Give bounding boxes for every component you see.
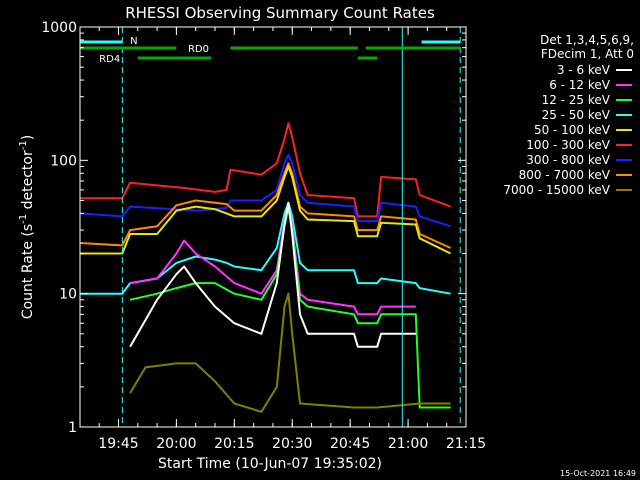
x-tick-label-0: 19:45 <box>98 436 138 452</box>
legend-header-line1: Det 1,3,4,5,6,9, <box>540 33 634 47</box>
rd0-flag-label: RD0 <box>188 44 209 55</box>
x-tick-label-2: 20:15 <box>214 436 254 452</box>
series-line-1 <box>79 153 451 228</box>
legend-label-4: 50 - 100 keV <box>534 123 611 137</box>
x-tick-label-5: 21:00 <box>388 436 428 452</box>
footer-date: 15-Oct-2021 16:49 <box>560 469 636 478</box>
legend-label-8: 7000 - 15000 keV <box>503 183 610 197</box>
plot-frame <box>79 26 467 428</box>
night-flag-label: N <box>130 36 137 47</box>
chart-title: RHESSI Observing Summary Count Rates <box>125 4 435 22</box>
legend-label-1: 6 - 12 keV <box>549 78 611 92</box>
legend-label-0: 3 - 6 keV <box>557 63 611 77</box>
series-line-4 <box>79 201 451 295</box>
series-line-3 <box>79 165 452 255</box>
x-tick-label-4: 20:45 <box>330 436 370 452</box>
series-line-8 <box>129 292 451 413</box>
x-tick-label-6: 21:15 <box>446 436 486 452</box>
y-axis-label: Count Rate (s-1 detector-1) <box>18 135 36 319</box>
legend-label-3: 25 - 50 keV <box>542 108 611 122</box>
rd4-flag-label: RD4 <box>99 54 120 65</box>
x-tick-label-1: 20:00 <box>156 436 196 452</box>
legend-label-2: 12 - 25 keV <box>542 93 611 107</box>
y-tick-label-2: 100 <box>50 153 77 169</box>
series-line-2 <box>79 162 452 249</box>
x-axis-label: Start Time (10-Jun-07 19:35:02) <box>158 456 382 472</box>
legend-label-5: 100 - 300 keV <box>526 138 610 152</box>
legend-label-6: 300 - 800 keV <box>526 153 610 167</box>
y-tick-label-1: 10 <box>59 287 77 303</box>
axes-layer: 19:45 20:00 20:15 20:30 20:45 21:00 21:15 1 10 10… <box>41 20 486 452</box>
y-tick-label-3: 1000 <box>41 20 77 36</box>
series-line-0 <box>79 122 451 218</box>
legend-header-line2: FDecim 1, Att 0 <box>541 47 634 61</box>
series-layer <box>79 122 452 413</box>
legend-label-7: 800 - 7000 keV <box>519 168 611 182</box>
y-tick-label-0: 1 <box>68 420 77 436</box>
series-line-7 <box>129 201 416 348</box>
x-tick-label-3: 20:30 <box>272 436 312 452</box>
flags-layer: N RD0 RD4 <box>80 27 461 427</box>
